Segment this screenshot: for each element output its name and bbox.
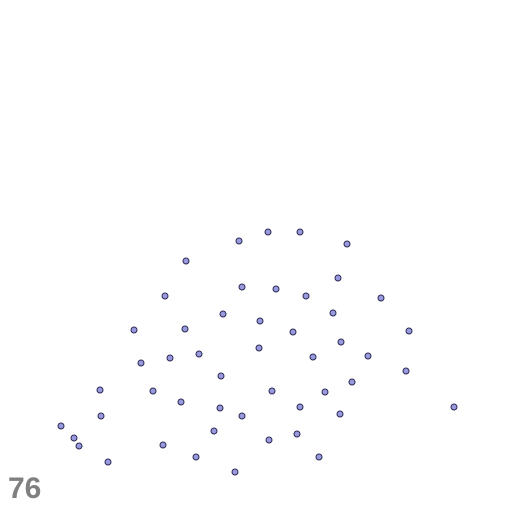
scatter-point-28 — [348, 378, 356, 386]
scatter-point-33 — [177, 398, 185, 406]
scatter-point-43 — [70, 434, 78, 442]
scatter-point-20 — [255, 344, 263, 352]
scatter-point-42 — [293, 430, 301, 438]
scatter-point-6 — [334, 274, 342, 282]
scatter-point-44 — [265, 436, 273, 444]
scatter-point-7 — [238, 283, 246, 291]
scatter-point-9 — [161, 292, 169, 300]
scatter-point-4 — [343, 240, 351, 248]
scatter-point-15 — [130, 326, 138, 334]
scatter-point-14 — [256, 317, 264, 325]
scatter-point-50 — [231, 468, 239, 476]
scatter-point-11 — [377, 294, 385, 302]
scatter-point-2 — [296, 228, 304, 236]
scatter-point-10 — [302, 292, 310, 300]
scatter-point-26 — [402, 367, 410, 375]
scatter-point-45 — [75, 442, 83, 450]
scatter-point-37 — [336, 410, 344, 418]
scatter-point-29 — [96, 386, 104, 394]
scatter-point-3 — [235, 237, 243, 245]
scatter-point-39 — [238, 412, 246, 420]
scatter-point-38 — [97, 412, 105, 420]
scatter-point-35 — [216, 404, 224, 412]
scatter-point-21 — [195, 350, 203, 358]
scatter-point-41 — [210, 427, 218, 435]
scatter-point-27 — [217, 372, 225, 380]
scatter-point-48 — [315, 453, 323, 461]
scatter-point-31 — [268, 387, 276, 395]
scatter-point-47 — [192, 453, 200, 461]
scatter-point-1 — [264, 228, 272, 236]
scatter-point-16 — [181, 325, 189, 333]
scatter-point-18 — [405, 327, 413, 335]
dots-layer — [57, 228, 458, 476]
scatter-point-25 — [137, 359, 145, 367]
scatter-point-34 — [296, 403, 304, 411]
scatter-point-36 — [450, 403, 458, 411]
count-label: 76 — [8, 472, 42, 505]
scatter-point-24 — [364, 352, 372, 360]
scatter-point-8 — [272, 285, 280, 293]
scatter-point-46 — [159, 441, 167, 449]
scatter-point-17 — [289, 328, 297, 336]
scatter-point-30 — [149, 387, 157, 395]
scatter-point-49 — [104, 458, 112, 466]
scatter-point-19 — [337, 338, 345, 346]
scatter-point-32 — [321, 388, 329, 396]
scatter-point-12 — [219, 310, 227, 318]
scatter-point-40 — [57, 422, 65, 430]
scatter-point-13 — [329, 309, 337, 317]
scatter-point-23 — [309, 353, 317, 361]
scatter-point-22 — [166, 354, 174, 362]
scatter-point-5 — [182, 257, 190, 265]
